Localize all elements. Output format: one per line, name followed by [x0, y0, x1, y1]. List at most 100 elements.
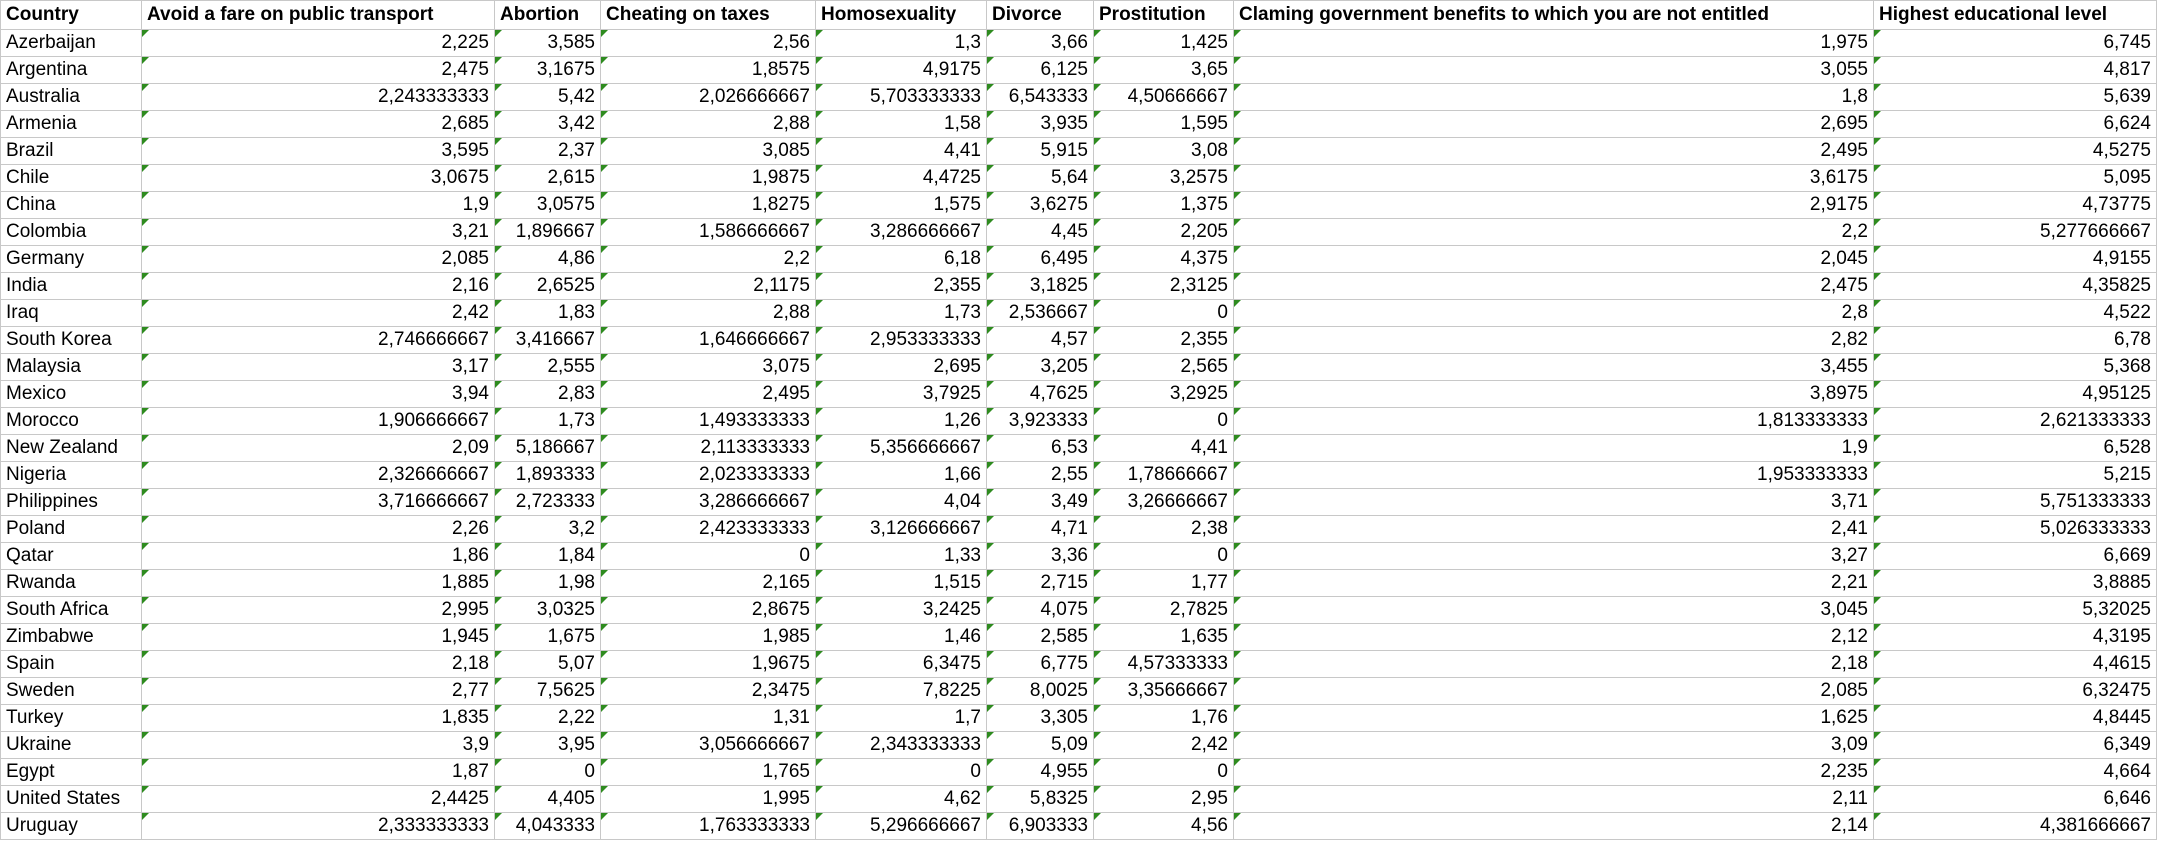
cell-abortion[interactable]: 0 [494, 758, 601, 786]
cell-cheating-taxes[interactable]: 1,8275 [600, 191, 816, 219]
number-stored-as-text-flag-icon[interactable] [816, 408, 823, 415]
number-stored-as-text-flag-icon[interactable] [1094, 327, 1101, 334]
cell-prostitution[interactable]: 3,26666667 [1093, 488, 1234, 516]
cell-abortion[interactable]: 2,83 [494, 380, 601, 408]
cell-country[interactable]: Egypt [0, 758, 142, 786]
number-stored-as-text-flag-icon[interactable] [495, 651, 502, 658]
number-stored-as-text-flag-icon[interactable] [1094, 246, 1101, 253]
cell-prostitution[interactable]: 3,65 [1093, 56, 1234, 84]
number-stored-as-text-flag-icon[interactable] [987, 84, 994, 91]
cell-abortion[interactable]: 3,1675 [494, 56, 601, 84]
number-stored-as-text-flag-icon[interactable] [1094, 84, 1101, 91]
number-stored-as-text-flag-icon[interactable] [601, 624, 608, 631]
cell-homosexuality[interactable]: 1,3 [815, 29, 987, 57]
number-stored-as-text-flag-icon[interactable] [495, 273, 502, 280]
number-stored-as-text-flag-icon[interactable] [816, 165, 823, 172]
number-stored-as-text-flag-icon[interactable] [1234, 30, 1241, 37]
cell-divorce[interactable]: 3,923333 [986, 407, 1094, 435]
cell-divorce[interactable]: 2,536667 [986, 299, 1094, 327]
number-stored-as-text-flag-icon[interactable] [987, 786, 994, 793]
number-stored-as-text-flag-icon[interactable] [1094, 651, 1101, 658]
number-stored-as-text-flag-icon[interactable] [1094, 111, 1101, 118]
cell-avoid-fare[interactable]: 2,26 [141, 515, 495, 543]
number-stored-as-text-flag-icon[interactable] [816, 273, 823, 280]
number-stored-as-text-flag-icon[interactable] [1094, 516, 1101, 523]
number-stored-as-text-flag-icon[interactable] [816, 57, 823, 64]
cell-country[interactable]: Uruguay [0, 812, 142, 840]
number-stored-as-text-flag-icon[interactable] [1874, 786, 1881, 793]
cell-homosexuality[interactable]: 1,575 [815, 191, 987, 219]
number-stored-as-text-flag-icon[interactable] [816, 354, 823, 361]
number-stored-as-text-flag-icon[interactable] [1094, 192, 1101, 199]
cell-claiming-benefits[interactable]: 3,6175 [1233, 164, 1874, 192]
number-stored-as-text-flag-icon[interactable] [987, 489, 994, 496]
number-stored-as-text-flag-icon[interactable] [601, 786, 608, 793]
cell-claiming-benefits[interactable]: 1,813333333 [1233, 407, 1874, 435]
cell-education-level[interactable]: 4,664 [1873, 758, 2157, 786]
number-stored-as-text-flag-icon[interactable] [987, 300, 994, 307]
cell-country[interactable]: Poland [0, 515, 142, 543]
number-stored-as-text-flag-icon[interactable] [495, 300, 502, 307]
number-stored-as-text-flag-icon[interactable] [601, 705, 608, 712]
cell-country[interactable]: South Africa [0, 596, 142, 624]
cell-homosexuality[interactable]: 6,18 [815, 245, 987, 273]
number-stored-as-text-flag-icon[interactable] [495, 570, 502, 577]
cell-avoid-fare[interactable]: 1,87 [141, 758, 495, 786]
number-stored-as-text-flag-icon[interactable] [1874, 516, 1881, 523]
number-stored-as-text-flag-icon[interactable] [495, 624, 502, 631]
number-stored-as-text-flag-icon[interactable] [816, 624, 823, 631]
number-stored-as-text-flag-icon[interactable] [1874, 219, 1881, 226]
cell-divorce[interactable]: 3,36 [986, 542, 1094, 570]
cell-prostitution[interactable]: 2,38 [1093, 515, 1234, 543]
number-stored-as-text-flag-icon[interactable] [1094, 597, 1101, 604]
cell-country[interactable]: China [0, 191, 142, 219]
number-stored-as-text-flag-icon[interactable] [816, 246, 823, 253]
number-stored-as-text-flag-icon[interactable] [142, 165, 149, 172]
number-stored-as-text-flag-icon[interactable] [816, 381, 823, 388]
number-stored-as-text-flag-icon[interactable] [495, 462, 502, 469]
number-stored-as-text-flag-icon[interactable] [142, 57, 149, 64]
number-stored-as-text-flag-icon[interactable] [1874, 273, 1881, 280]
number-stored-as-text-flag-icon[interactable] [816, 219, 823, 226]
cell-education-level[interactable]: 4,9155 [1873, 245, 2157, 273]
cell-abortion[interactable]: 1,84 [494, 542, 601, 570]
number-stored-as-text-flag-icon[interactable] [816, 813, 823, 820]
number-stored-as-text-flag-icon[interactable] [495, 219, 502, 226]
cell-education-level[interactable]: 5,368 [1873, 353, 2157, 381]
number-stored-as-text-flag-icon[interactable] [601, 138, 608, 145]
cell-cheating-taxes[interactable]: 3,085 [600, 137, 816, 165]
cell-country[interactable]: Iraq [0, 299, 142, 327]
number-stored-as-text-flag-icon[interactable] [142, 300, 149, 307]
number-stored-as-text-flag-icon[interactable] [601, 489, 608, 496]
number-stored-as-text-flag-icon[interactable] [1094, 354, 1101, 361]
cell-cheating-taxes[interactable]: 1,646666667 [600, 326, 816, 354]
cell-cheating-taxes[interactable]: 2,423333333 [600, 515, 816, 543]
cell-divorce[interactable]: 4,45 [986, 218, 1094, 246]
cell-homosexuality[interactable]: 1,515 [815, 569, 987, 597]
cell-cheating-taxes[interactable]: 1,9675 [600, 650, 816, 678]
number-stored-as-text-flag-icon[interactable] [1234, 111, 1241, 118]
number-stored-as-text-flag-icon[interactable] [495, 381, 502, 388]
cell-homosexuality[interactable]: 1,33 [815, 542, 987, 570]
cell-abortion[interactable]: 3,42 [494, 110, 601, 138]
number-stored-as-text-flag-icon[interactable] [1094, 813, 1101, 820]
cell-prostitution[interactable]: 4,56 [1093, 812, 1234, 840]
cell-cheating-taxes[interactable]: 2,1175 [600, 272, 816, 300]
number-stored-as-text-flag-icon[interactable] [142, 30, 149, 37]
number-stored-as-text-flag-icon[interactable] [495, 435, 502, 442]
cell-country[interactable]: India [0, 272, 142, 300]
cell-education-level[interactable]: 6,349 [1873, 731, 2157, 759]
number-stored-as-text-flag-icon[interactable] [816, 651, 823, 658]
cell-prostitution[interactable]: 2,95 [1093, 785, 1234, 813]
cell-prostitution[interactable]: 4,50666667 [1093, 83, 1234, 111]
cell-claiming-benefits[interactable]: 2,495 [1233, 137, 1874, 165]
cell-cheating-taxes[interactable]: 2,8675 [600, 596, 816, 624]
number-stored-as-text-flag-icon[interactable] [495, 408, 502, 415]
number-stored-as-text-flag-icon[interactable] [987, 138, 994, 145]
cell-claiming-benefits[interactable]: 3,455 [1233, 353, 1874, 381]
number-stored-as-text-flag-icon[interactable] [495, 246, 502, 253]
number-stored-as-text-flag-icon[interactable] [601, 651, 608, 658]
number-stored-as-text-flag-icon[interactable] [1234, 381, 1241, 388]
cell-country[interactable]: Zimbabwe [0, 623, 142, 651]
number-stored-as-text-flag-icon[interactable] [1234, 246, 1241, 253]
